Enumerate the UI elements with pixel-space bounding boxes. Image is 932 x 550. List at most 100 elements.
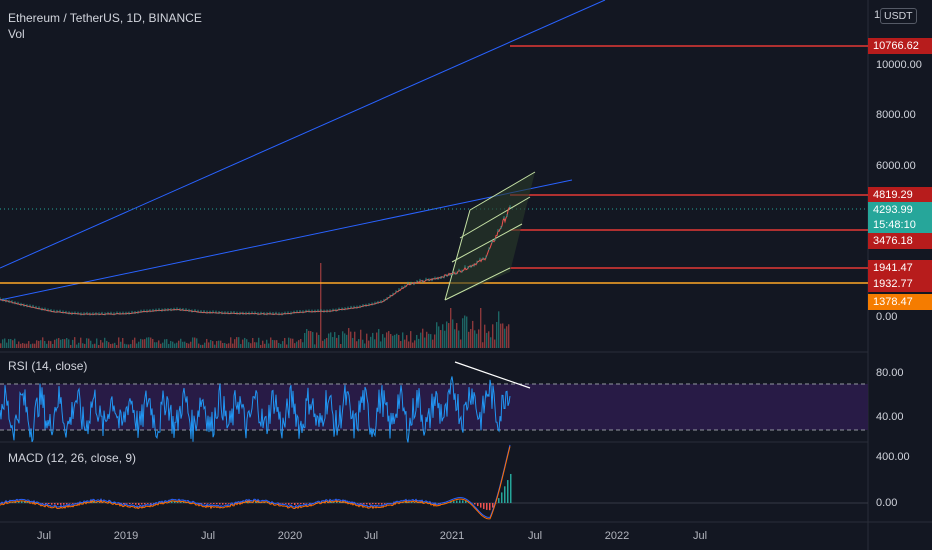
macd-bar — [180, 501, 182, 503]
volume-bar — [304, 332, 306, 348]
macd-bar — [177, 501, 179, 503]
volume-bar — [418, 338, 420, 348]
macd-bar — [207, 503, 209, 504]
volume-bar — [10, 339, 12, 348]
volume-bar — [78, 342, 80, 348]
macd-bar — [378, 503, 380, 505]
macd-bar — [27, 501, 29, 503]
volume-bar — [394, 334, 396, 348]
volume-bar — [476, 333, 478, 348]
volume-bar — [58, 338, 60, 348]
rsi-trend-line[interactable] — [454, 361, 531, 389]
volume-bar — [450, 308, 452, 348]
macd-bar — [450, 501, 452, 503]
volume-bar — [344, 333, 346, 348]
macd-bar — [456, 500, 458, 503]
macd-bar — [225, 503, 227, 505]
volume-bar — [362, 339, 364, 348]
volume-bar — [112, 343, 114, 348]
parallel-channel[interactable] — [444, 171, 536, 301]
volume-bar — [412, 342, 414, 348]
macd-bar — [444, 502, 446, 504]
macd-bar — [48, 503, 50, 505]
volume-bar — [218, 340, 220, 348]
price-tick: 10000.00 — [876, 59, 922, 71]
volume-bar — [458, 330, 460, 348]
volume-bar — [272, 339, 274, 348]
volume-bar — [16, 344, 18, 348]
macd-bar — [24, 501, 26, 503]
macd-bar — [201, 503, 203, 504]
volume-bar — [162, 342, 164, 348]
current-price-label: 4293.99 — [868, 202, 932, 218]
volume-bar — [376, 332, 378, 348]
trend-line-upper[interactable] — [0, 0, 606, 269]
macd-bar — [174, 501, 176, 503]
macd-bar — [123, 503, 125, 505]
macd-bar — [360, 503, 362, 504]
volume-bar — [160, 343, 162, 348]
volume-bar — [230, 337, 232, 348]
time-label: Jul — [692, 530, 708, 542]
macd-bar — [486, 503, 488, 510]
volume-bar — [336, 337, 338, 348]
volume-bar — [442, 324, 444, 348]
volume-bar — [128, 344, 130, 348]
macd-bar — [279, 503, 281, 504]
volume-bar — [168, 343, 170, 348]
macd-bar — [204, 503, 206, 505]
macd-bar — [453, 501, 455, 503]
volume-bar — [406, 335, 408, 348]
price-tick: 8000.00 — [876, 109, 916, 121]
volume-bar — [454, 329, 456, 348]
volume-bar — [72, 339, 74, 348]
macd-bar — [132, 503, 134, 504]
volume-bar — [270, 337, 272, 348]
volume-bar — [154, 342, 156, 348]
macd-bar — [300, 503, 302, 505]
volume-bar — [360, 329, 362, 348]
volume-bar — [306, 329, 308, 348]
currency-badge[interactable]: USDT — [880, 8, 917, 24]
volume-bar — [398, 334, 400, 348]
volume-bar — [320, 263, 322, 348]
volume-bar — [260, 344, 262, 348]
volume-bar — [150, 337, 152, 348]
volume-bar — [284, 337, 286, 348]
volume-bar — [106, 340, 108, 348]
volume-bar — [46, 343, 48, 348]
volume-bar — [472, 320, 474, 348]
volume-bar — [52, 344, 54, 348]
macd-bar — [483, 503, 485, 509]
volume-bar — [274, 340, 276, 348]
macd-bar — [339, 501, 341, 503]
volume-bar — [236, 337, 238, 348]
macd-bar — [147, 503, 149, 504]
time-label: Jul — [363, 530, 379, 542]
volume-bar — [494, 339, 496, 348]
volume-bar — [6, 342, 8, 348]
volume-bar — [436, 322, 438, 348]
volume-bar — [474, 330, 476, 348]
volume-bar — [280, 344, 282, 348]
macd-bar — [363, 503, 365, 505]
volume-bar — [8, 338, 10, 348]
macd-signal-line — [0, 446, 511, 520]
volume-bar — [18, 341, 20, 348]
volume-bar — [188, 343, 190, 348]
macd-line — [0, 444, 511, 518]
volume-bar — [132, 339, 134, 348]
volume-bars — [0, 263, 510, 348]
macd-bar — [54, 503, 56, 505]
volume-bar — [256, 342, 258, 348]
volume-bar — [24, 343, 26, 348]
trend-line-lower[interactable] — [0, 179, 573, 301]
volume-bar — [490, 337, 492, 348]
volume-bar — [200, 344, 202, 348]
volume-bar — [100, 340, 102, 348]
volume-bar — [420, 332, 422, 348]
volume-bar — [40, 340, 42, 348]
volume-bar — [120, 341, 122, 348]
volume-bar — [440, 330, 442, 348]
